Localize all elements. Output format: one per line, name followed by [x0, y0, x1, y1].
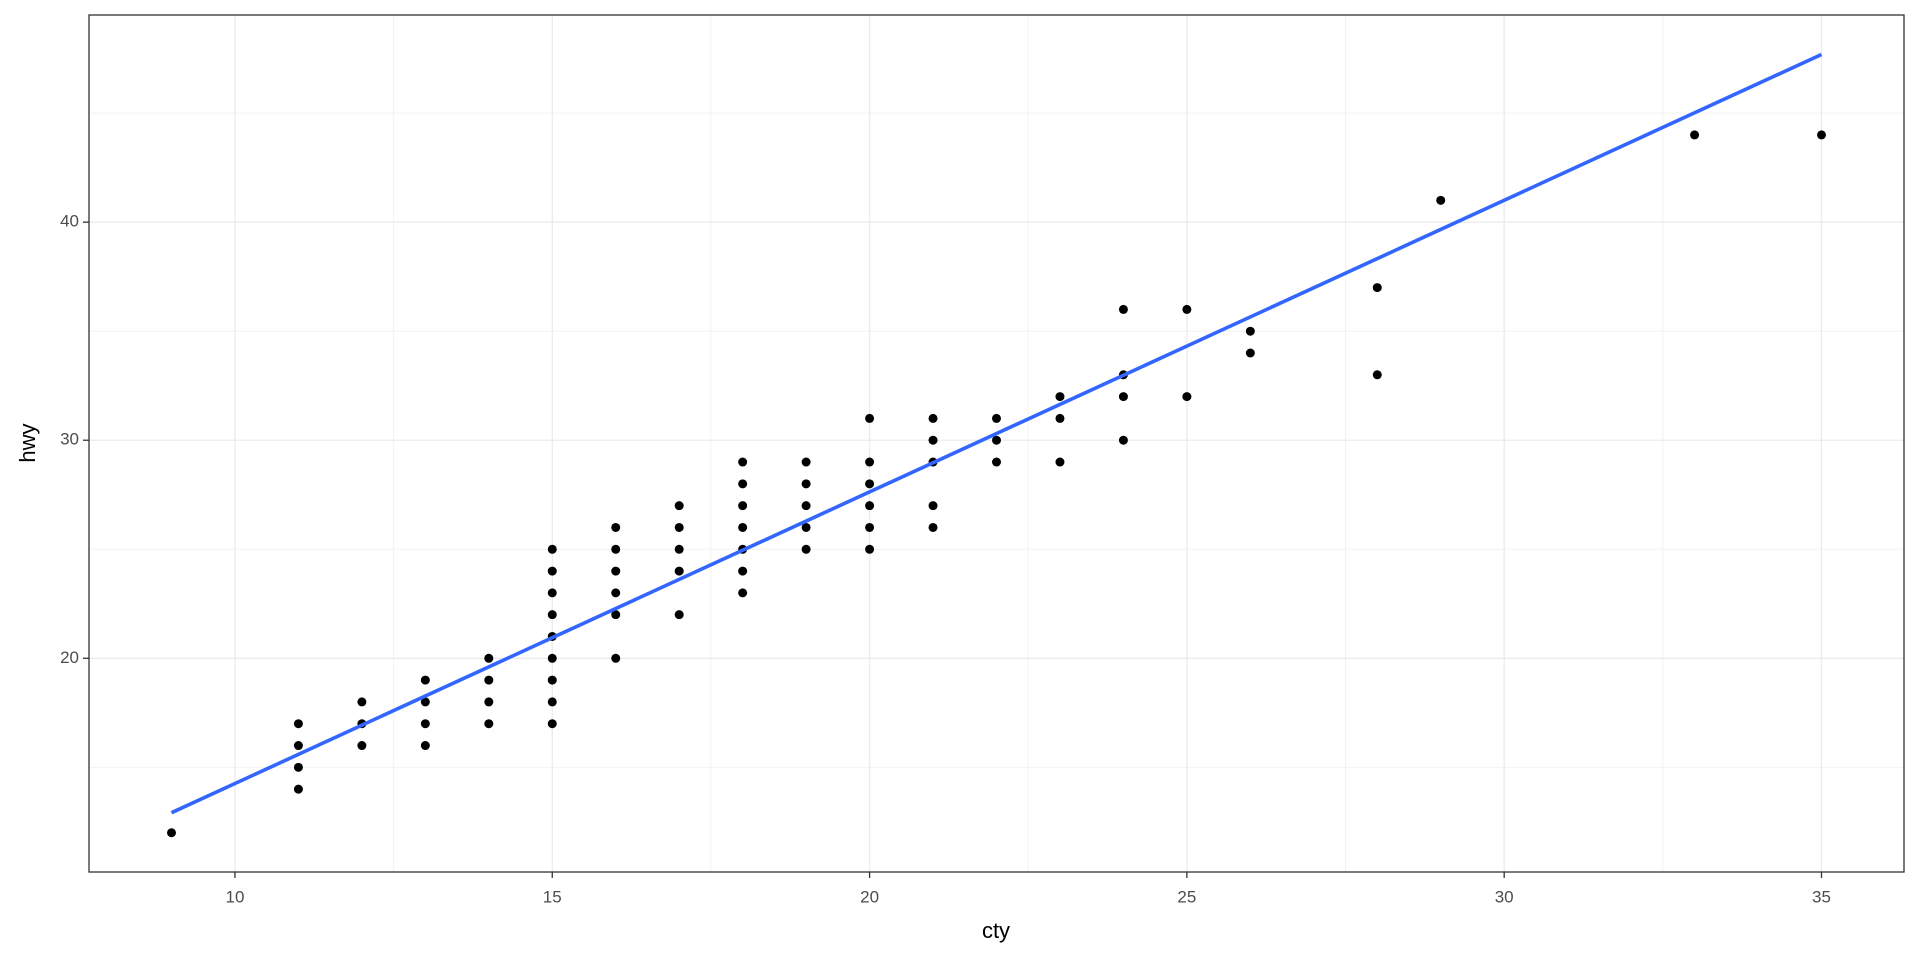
point: [992, 435, 1001, 445]
point: [992, 457, 1001, 467]
point: [865, 501, 875, 511]
point: [801, 544, 811, 554]
point: [865, 457, 875, 467]
point: [1118, 304, 1128, 314]
point: [167, 828, 176, 838]
point: [1118, 435, 1128, 445]
point: [1055, 413, 1065, 423]
point: [674, 501, 684, 511]
x-tick-label: 10: [226, 887, 245, 906]
point: [928, 413, 938, 423]
point: [547, 610, 557, 620]
point: [1245, 326, 1255, 336]
marks: [167, 52, 1826, 838]
point: [611, 522, 621, 532]
point: [293, 741, 303, 751]
point: [1436, 195, 1446, 205]
point: [547, 675, 557, 685]
point: [420, 741, 430, 751]
point: [801, 522, 811, 532]
point: [865, 544, 875, 554]
point: [420, 719, 430, 729]
point: [738, 588, 748, 598]
point: [1055, 392, 1065, 402]
trend-line: [170, 52, 1823, 815]
point: [865, 479, 875, 489]
point: [1055, 457, 1065, 467]
point: [1372, 283, 1382, 293]
x-axis-title: cty: [982, 918, 1010, 943]
point: [1245, 348, 1255, 358]
point: [1182, 304, 1192, 314]
x-tick-label: 15: [543, 887, 562, 906]
point: [611, 544, 621, 554]
point: [928, 501, 938, 511]
point: [611, 566, 621, 576]
point: [484, 653, 494, 663]
point: [293, 719, 303, 729]
x-tick-label: 35: [1812, 887, 1831, 906]
point: [484, 719, 494, 729]
point: [865, 413, 875, 423]
x-tick-label: 20: [860, 887, 879, 906]
point: [547, 653, 557, 663]
point: [801, 479, 811, 489]
point: [611, 588, 621, 598]
point: [420, 675, 430, 685]
point: [1182, 392, 1192, 402]
point: [992, 413, 1001, 423]
point: [547, 566, 557, 576]
point: [357, 697, 367, 707]
point: [674, 522, 684, 532]
point: [738, 501, 748, 511]
point: [484, 675, 494, 685]
point: [357, 741, 367, 751]
point: [928, 522, 938, 532]
y-tick-label: 30: [60, 430, 79, 449]
point: [738, 457, 748, 467]
point: [674, 544, 684, 554]
point: [674, 610, 684, 620]
point: [293, 784, 303, 794]
point: [1817, 130, 1826, 140]
point: [293, 762, 303, 772]
panel-border: [88, 14, 1905, 873]
point: [1372, 370, 1382, 380]
x-tick-label: 25: [1177, 887, 1196, 906]
point: [738, 522, 748, 532]
point: [1118, 392, 1128, 402]
point: [865, 522, 875, 532]
y-tick-label: 20: [60, 648, 79, 667]
point: [611, 610, 621, 620]
x-tick-label: 30: [1495, 887, 1514, 906]
point: [547, 544, 557, 554]
point: [801, 501, 811, 511]
y-axis-title: hwy: [15, 423, 40, 462]
point: [547, 697, 557, 707]
point: [928, 435, 938, 445]
point: [420, 697, 430, 707]
point: [738, 566, 748, 576]
point: [674, 566, 684, 576]
point: [484, 697, 494, 707]
point: [1690, 130, 1700, 140]
point: [738, 479, 748, 489]
point: [547, 719, 557, 729]
point: [547, 588, 557, 598]
y-tick-label: 40: [60, 212, 79, 231]
point: [801, 457, 811, 467]
point: [611, 653, 621, 663]
